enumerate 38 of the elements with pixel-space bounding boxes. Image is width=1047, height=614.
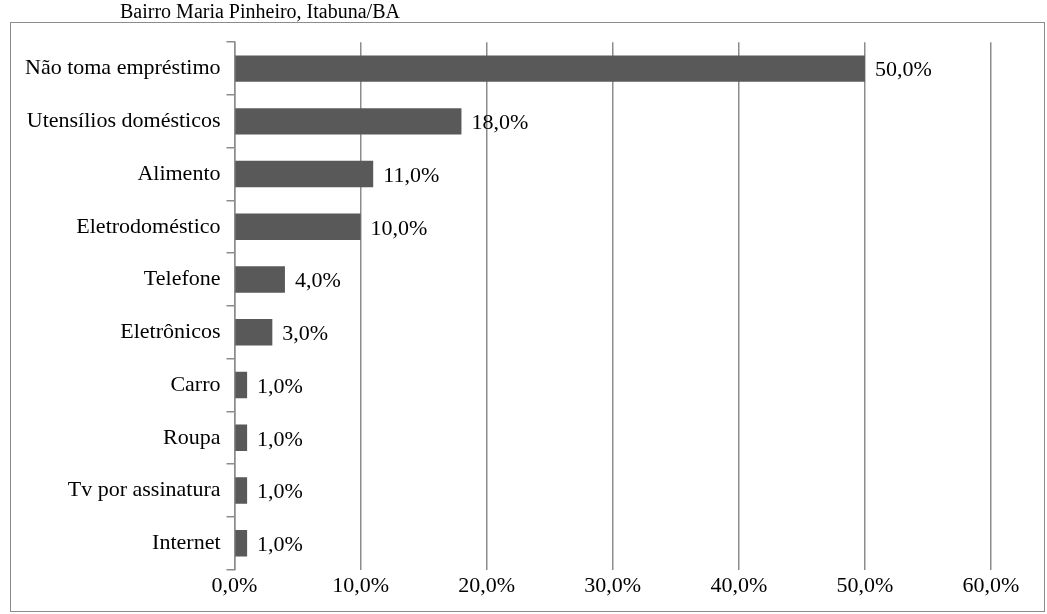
x-tick-label: 50,0% bbox=[836, 571, 894, 597]
bar bbox=[235, 530, 248, 557]
y-tick-label: Eletrodoméstico bbox=[76, 212, 221, 238]
bar bbox=[235, 266, 285, 293]
data-label: 4,0% bbox=[294, 267, 341, 293]
bar bbox=[235, 213, 361, 240]
y-tick-label: Carro bbox=[170, 370, 221, 396]
chart-title: Bairro Maria Pinheiro, Itabuna/BA bbox=[119, 0, 401, 22]
bar bbox=[235, 55, 865, 82]
x-tick-label: 0,0% bbox=[211, 571, 258, 597]
bar bbox=[235, 371, 248, 399]
y-tick-label: Não toma empréstimo bbox=[24, 54, 221, 80]
x-tick-label: 20,0% bbox=[458, 571, 516, 597]
data-label: 11,0% bbox=[383, 161, 440, 187]
bar bbox=[235, 108, 462, 135]
bar bbox=[235, 477, 248, 504]
y-tick-label: Internet bbox=[152, 529, 221, 555]
data-label: 18,0% bbox=[471, 109, 529, 135]
y-tick-label: Roupa bbox=[163, 423, 221, 449]
y-tick-label: Alimento bbox=[137, 159, 221, 185]
bar bbox=[235, 319, 273, 346]
x-tick-label: 30,0% bbox=[584, 571, 642, 597]
y-tick-label: Telefone bbox=[143, 265, 221, 291]
x-tick-label: 60,0% bbox=[962, 571, 1020, 597]
x-tick-label: 40,0% bbox=[710, 571, 768, 597]
y-tick-label: Eletrônicos bbox=[120, 318, 221, 344]
y-tick-label: Utensílios domésticos bbox=[26, 107, 221, 133]
x-tick-label: 10,0% bbox=[332, 571, 389, 597]
data-label: 1,0% bbox=[257, 425, 303, 451]
data-label: 1,0% bbox=[257, 372, 303, 398]
data-label: 50,0% bbox=[874, 56, 932, 82]
y-tick-label: Tv por assinatura bbox=[67, 476, 221, 502]
data-label: 1,0% bbox=[257, 478, 303, 504]
data-label: 3,0% bbox=[282, 320, 329, 346]
bar bbox=[235, 160, 374, 188]
bar bbox=[235, 424, 248, 451]
data-label: 10,0% bbox=[370, 214, 428, 240]
data-label: 1,0% bbox=[257, 531, 303, 557]
